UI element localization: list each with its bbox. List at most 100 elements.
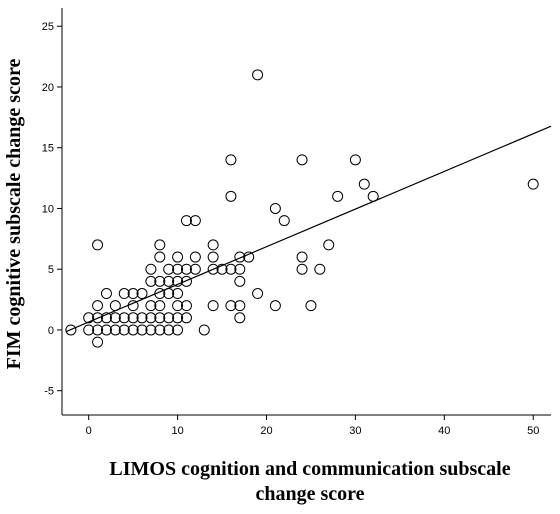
data-point: [180, 215, 192, 227]
data-point: [296, 263, 308, 275]
data-point: [92, 312, 104, 324]
y-tick-label: 10: [42, 203, 54, 215]
data-point: [154, 275, 166, 287]
data-point: [234, 312, 246, 324]
data-point: [163, 324, 175, 336]
data-point: [314, 263, 326, 275]
data-point: [136, 312, 148, 324]
data-point: [83, 312, 95, 324]
data-point: [118, 288, 130, 300]
regression-line: [66, 125, 552, 333]
data-point: [92, 300, 104, 312]
data-point: [92, 324, 104, 336]
data-point: [180, 275, 192, 287]
data-point: [358, 178, 370, 190]
data-point: [100, 288, 112, 300]
y-tick-label: 5: [48, 264, 54, 276]
data-point: [172, 288, 184, 300]
data-point: [65, 324, 77, 336]
data-point: [234, 263, 246, 275]
data-point: [145, 324, 157, 336]
data-point: [527, 178, 539, 190]
data-point: [127, 312, 139, 324]
y-tick-label: 20: [42, 82, 54, 94]
data-point: [189, 251, 201, 263]
data-point: [189, 263, 201, 275]
data-point: [172, 300, 184, 312]
data-point: [198, 324, 210, 336]
data-point: [92, 239, 104, 251]
data-point: [332, 190, 344, 202]
data-point: [216, 263, 228, 275]
x-tick-label: 20: [260, 425, 272, 437]
data-point: [163, 312, 175, 324]
axis-ticks: 0 10 20 30 40 50 -5 0 5 10 15 20 25: [42, 21, 540, 437]
data-point: [225, 263, 237, 275]
data-point: [100, 324, 112, 336]
data-point: [269, 202, 281, 214]
data-point: [172, 263, 184, 275]
y-tick-label: 25: [42, 21, 54, 33]
data-point: [100, 312, 112, 324]
y-axis-title: FIM cognitive subscale change score: [3, 59, 25, 370]
data-point: [172, 275, 184, 287]
data-point: [323, 239, 335, 251]
data-point: [136, 288, 148, 300]
y-tick-label: 0: [48, 325, 54, 337]
data-points: [65, 69, 539, 348]
data-point: [296, 251, 308, 263]
data-point: [207, 251, 219, 263]
x-tick-label: 50: [527, 425, 539, 437]
data-point: [243, 251, 255, 263]
data-point: [225, 154, 237, 166]
data-point: [180, 300, 192, 312]
data-point: [305, 300, 317, 312]
data-point: [163, 263, 175, 275]
data-point: [154, 300, 166, 312]
data-point: [145, 312, 157, 324]
data-point: [118, 312, 130, 324]
data-point: [109, 312, 121, 324]
data-point: [154, 312, 166, 324]
data-point: [127, 324, 139, 336]
x-tick-label: 10: [171, 425, 183, 437]
data-point: [225, 300, 237, 312]
data-point: [145, 300, 157, 312]
y-tick-label: -5: [44, 386, 54, 398]
data-point: [172, 312, 184, 324]
data-point: [296, 154, 308, 166]
x-axis-title-line-2: change score: [255, 483, 364, 505]
data-point: [252, 69, 264, 81]
data-point: [225, 190, 237, 202]
data-point: [145, 263, 157, 275]
data-point: [180, 263, 192, 275]
data-point: [136, 324, 148, 336]
data-point: [172, 324, 184, 336]
x-tick-label: 40: [438, 425, 450, 437]
data-point: [207, 263, 219, 275]
data-point: [118, 324, 130, 336]
data-point: [127, 288, 139, 300]
data-point: [92, 336, 104, 348]
x-tick-label: 30: [349, 425, 361, 437]
data-point: [269, 300, 281, 312]
data-point: [234, 275, 246, 287]
data-point: [207, 239, 219, 251]
data-point: [154, 324, 166, 336]
data-point: [234, 251, 246, 263]
data-point: [207, 300, 219, 312]
x-axis-title-line-1: LIMOS cognition and communication subsca…: [109, 458, 510, 480]
data-point: [154, 239, 166, 251]
data-point: [172, 251, 184, 263]
data-point: [189, 215, 201, 227]
data-point: [83, 324, 95, 336]
data-point: [154, 251, 166, 263]
data-point: [145, 275, 157, 287]
y-tick-label: 15: [42, 143, 54, 155]
data-point: [252, 288, 264, 300]
data-point: [109, 324, 121, 336]
x-tick-label: 0: [86, 425, 92, 437]
data-point: [349, 154, 361, 166]
data-point: [180, 312, 192, 324]
